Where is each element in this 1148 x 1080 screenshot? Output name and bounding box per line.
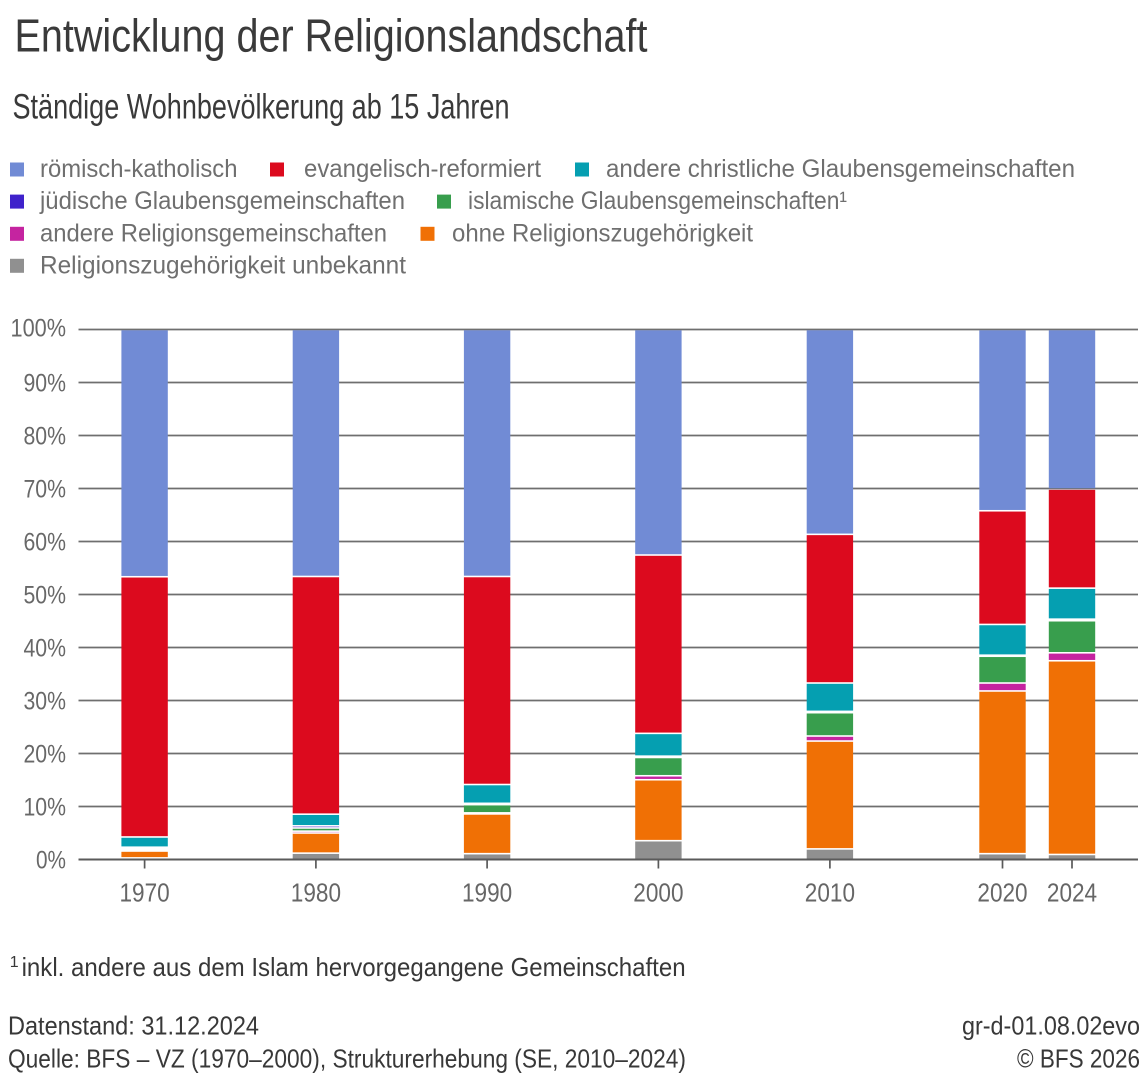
svg-text:andere Religionsgemeinschaften: andere Religionsgemeinschaften xyxy=(40,219,387,247)
svg-text:römisch-katholisch: römisch-katholisch xyxy=(40,155,238,183)
svg-text:inkl. andere aus dem Islam her: inkl. andere aus dem Islam hervorgegange… xyxy=(22,952,686,982)
svg-text:2020: 2020 xyxy=(977,880,1027,908)
svg-text:gr-d-01.08.02evo: gr-d-01.08.02evo xyxy=(962,1011,1140,1041)
svg-text:60%: 60% xyxy=(24,529,67,557)
svg-text:100%: 100% xyxy=(11,315,67,343)
svg-text:Entwicklung der Religionslands: Entwicklung der Religionslandschaft xyxy=(15,10,648,62)
svg-text:90%: 90% xyxy=(24,370,67,398)
svg-text:2024: 2024 xyxy=(1047,880,1097,908)
svg-text:80%: 80% xyxy=(24,423,67,451)
svg-text:30%: 30% xyxy=(24,688,67,716)
svg-text:Quelle: BFS – VZ (1970–2000),: Quelle: BFS – VZ (1970–2000), Strukturer… xyxy=(8,1044,686,1074)
svg-text:50%: 50% xyxy=(24,582,67,610)
svg-text:10%: 10% xyxy=(24,794,67,822)
svg-text:1980: 1980 xyxy=(291,880,341,908)
svg-text:ohne Religionszugehörigkeit: ohne Religionszugehörigkeit xyxy=(452,219,753,247)
svg-text:Ständige Wohnbevölkerung ab 15: Ständige Wohnbevölkerung ab 15 Jahren xyxy=(13,88,510,127)
svg-text:andere christliche Glaubensgem: andere christliche Glaubensgemeinschafte… xyxy=(606,155,1075,183)
svg-text:2000: 2000 xyxy=(633,880,683,908)
svg-text:evangelisch-reformiert: evangelisch-reformiert xyxy=(304,155,541,183)
svg-text:0%: 0% xyxy=(36,847,66,875)
svg-text:2010: 2010 xyxy=(805,880,855,908)
svg-text:1: 1 xyxy=(10,954,19,971)
svg-text:70%: 70% xyxy=(24,476,67,504)
svg-text:1970: 1970 xyxy=(120,880,170,908)
svg-text:40%: 40% xyxy=(24,635,67,663)
svg-text:1990: 1990 xyxy=(462,880,512,908)
svg-text:20%: 20% xyxy=(24,741,67,769)
svg-text:jüdische Glaubensgemeinschafte: jüdische Glaubensgemeinschaften xyxy=(39,187,405,215)
svg-text:© BFS 2026: © BFS 2026 xyxy=(1017,1044,1140,1074)
svg-text:Datenstand: 31.12.2024: Datenstand: 31.12.2024 xyxy=(8,1011,259,1041)
svg-text:islamische Glaubensgemeinschaf: islamische Glaubensgemeinschaften¹ xyxy=(468,187,847,215)
svg-text:Religionszugehörigkeit unbekan: Religionszugehörigkeit unbekannt xyxy=(40,251,406,279)
